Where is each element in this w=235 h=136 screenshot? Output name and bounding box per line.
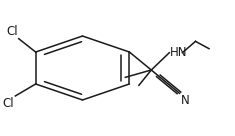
Text: HN: HN [170, 46, 188, 59]
Text: N: N [181, 94, 190, 107]
Text: Cl: Cl [3, 97, 14, 110]
Text: Cl: Cl [6, 25, 18, 38]
